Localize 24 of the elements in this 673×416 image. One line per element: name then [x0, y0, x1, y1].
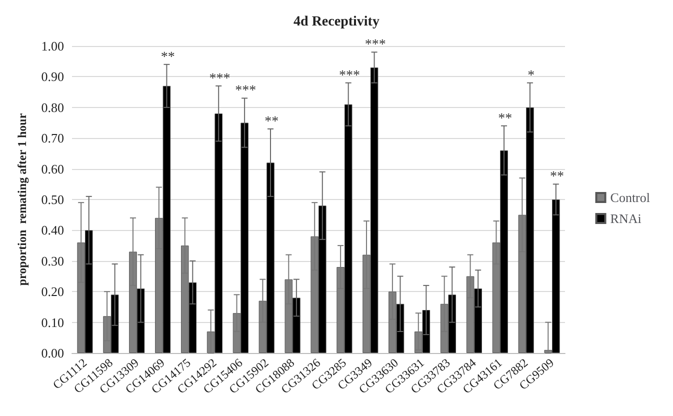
y-tick-label: 0.10	[41, 314, 64, 330]
y-tick-label: 0.00	[41, 346, 64, 360]
annotation: **	[550, 170, 564, 185]
y-tick-label: 0.70	[41, 130, 64, 146]
y-tick-label: 0.90	[41, 69, 64, 84]
y-tick-label: 0.20	[41, 284, 64, 300]
legend-label: RNAi	[610, 211, 642, 226]
y-tick-label: 0.80	[41, 100, 64, 115]
annotation: **	[264, 114, 279, 130]
chart-title: 4d Receptivity	[294, 14, 380, 30]
annotation: **	[160, 50, 175, 65]
y-tick-label: 0.30	[41, 253, 64, 268]
annotation: **	[498, 111, 512, 126]
y-tick-label: 0.40	[41, 222, 64, 238]
legend-label: Control	[610, 190, 650, 205]
y-tick-label: 0.50	[41, 192, 64, 207]
annotation: ***	[235, 84, 256, 99]
annotation: ***	[209, 71, 230, 86]
y-axis-title: proportion remating after 1 hour	[15, 112, 29, 286]
y-tick-label: 1.00	[41, 38, 64, 54]
y-tick-label: 0.60	[41, 161, 64, 176]
annotation: ***	[364, 38, 386, 53]
annotation: *	[528, 68, 535, 84]
annotation: ***	[338, 68, 360, 84]
